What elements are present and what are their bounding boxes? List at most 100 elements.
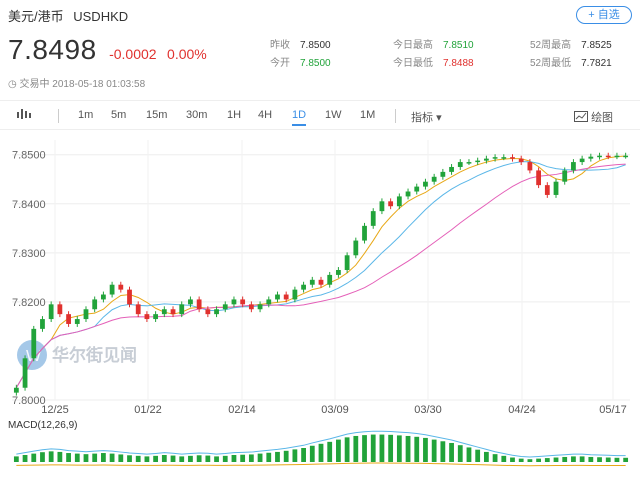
x-axis-labels: 12/25 01/22 02/14 03/09 03/30 04/24 05/17 (41, 404, 627, 416)
macd-bar (31, 453, 37, 462)
candle-body (266, 299, 272, 305)
period-4h[interactable]: 4H (258, 109, 273, 121)
stat-label: 今开 (270, 58, 290, 69)
y-axis-labels: 7.8500 7.8400 7.8300 7.8200 7.8000 (12, 150, 46, 407)
macd-bar (457, 445, 463, 462)
macd-bar (275, 451, 280, 462)
macd-bar (170, 455, 176, 462)
stat-open: 今开 7.8500 (270, 54, 331, 69)
period-1mo[interactable]: 1M (360, 109, 376, 121)
macd-bar (623, 457, 629, 462)
macd-bar (40, 452, 45, 462)
stat-label: 今日最低 (393, 58, 433, 69)
caret-down-icon: ▾ (436, 112, 442, 124)
candle-body (188, 299, 193, 305)
candle-body (362, 225, 367, 241)
macd-dif-line (16, 430, 626, 458)
candle-body (536, 170, 541, 186)
candle-body (553, 181, 559, 195)
candle-body (501, 157, 507, 159)
candle-body (214, 309, 219, 315)
indicator-label: 指标 (411, 112, 433, 124)
candle-body (379, 201, 385, 212)
macd-bar (423, 437, 428, 462)
macd-bar (544, 458, 550, 462)
macd-bar (344, 437, 350, 462)
candle-body (431, 176, 437, 182)
macd-bar (562, 456, 568, 462)
macd-bar (144, 456, 150, 462)
candle-body (440, 171, 446, 177)
candle-body (275, 294, 280, 300)
macd-bar (118, 454, 124, 462)
quote-header: 美元/港币 USDHKD + 自选 7.8498 -0.0002 0.00% ◷… (0, 0, 640, 95)
candle-body (57, 304, 63, 315)
x-tick-label: 01/22 (134, 404, 162, 416)
macd-bar (536, 458, 541, 462)
watermark-text: 华尔街见闻 (52, 345, 137, 365)
macd-bar (388, 434, 394, 462)
x-tick-label: 03/09 (321, 404, 349, 416)
chart-toolbar: 1m 5m 15m 30m 1H 4H 1D 1W 1M 指标 ▾ 绘图 (0, 100, 640, 130)
candle-body (510, 157, 515, 159)
candle-body (327, 274, 333, 285)
candle-body (623, 155, 629, 158)
clock-icon: ◷ (8, 79, 17, 90)
stat-value: 7.8488 (443, 58, 474, 69)
ma-line (15, 163, 626, 388)
period-1w[interactable]: 1W (325, 109, 342, 121)
macd-bar (292, 449, 298, 462)
chart-type-icon[interactable] (16, 107, 32, 124)
divider (58, 109, 59, 123)
stat-52w-high: 52周最高 7.8525 (530, 36, 612, 51)
candle-body (492, 157, 498, 159)
candle-body (135, 304, 141, 315)
y-tick-label: 7.8500 (12, 150, 46, 162)
period-1m[interactable]: 1m (78, 109, 94, 121)
candle-body (248, 304, 254, 310)
y-tick-label: 7.8000 (12, 395, 46, 407)
macd-bar (66, 453, 71, 462)
candle-body (423, 181, 428, 187)
draw-label: 绘图 (591, 112, 614, 124)
price-chart[interactable]: 7.8500 7.8400 7.8300 7.8200 7.8000 12/25 01/2… (0, 132, 640, 491)
candle-body (240, 299, 246, 305)
candle-body (40, 319, 45, 329)
period-5m[interactable]: 5m (111, 109, 127, 121)
indicator-menu[interactable]: 指标 ▾ (411, 109, 442, 125)
period-1h[interactable]: 1H (227, 109, 242, 121)
macd-label: MACD(12,26,9) (8, 420, 77, 431)
candle-body (205, 309, 211, 315)
candle-body (144, 314, 150, 320)
period-1d[interactable]: 1D (292, 109, 307, 126)
x-tick-label: 03/30 (414, 404, 442, 416)
candle-body (83, 309, 89, 320)
period-15m[interactable]: 15m (146, 109, 168, 121)
candle-body (13, 387, 19, 393)
candle-body (292, 289, 298, 300)
macd-bar (483, 451, 489, 462)
candles (13, 152, 629, 396)
candle-body (614, 155, 620, 158)
add-favorite-button[interactable]: + 自选 (576, 6, 632, 24)
stat-52w-low: 52周最低 7.7821 (530, 54, 612, 69)
macd-bar (127, 455, 132, 462)
draw-icon (574, 111, 591, 124)
macd-bar (362, 435, 367, 462)
macd-bar (518, 458, 524, 462)
candle-body (153, 314, 159, 320)
stat-day-high: 今日最高 7.8510 (393, 36, 474, 51)
x-tick-label: 05/17 (599, 404, 627, 416)
candle-body (283, 294, 289, 300)
macd-bar (109, 453, 115, 462)
period-30m[interactable]: 30m (186, 109, 208, 121)
macd-bar (205, 455, 211, 462)
macd-bar (240, 454, 246, 462)
candlestick-chart[interactable]: 7.8500 7.8400 7.8300 7.8200 7.8000 12/25 01/2… (0, 132, 640, 491)
macd-bar (597, 457, 602, 462)
candle-body (483, 158, 489, 161)
y-tick-label: 7.8400 (12, 199, 46, 211)
macd-dea-line (16, 462, 626, 467)
draw-tool[interactable]: 绘图 (574, 109, 613, 125)
candle-body (571, 162, 576, 171)
